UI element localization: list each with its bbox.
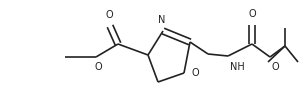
Text: O: O xyxy=(94,62,102,72)
Text: O: O xyxy=(248,9,256,19)
Text: N: N xyxy=(158,15,166,25)
Text: O: O xyxy=(272,62,280,72)
Text: O: O xyxy=(105,10,113,20)
Text: O: O xyxy=(192,68,200,78)
Text: NH: NH xyxy=(230,62,245,72)
